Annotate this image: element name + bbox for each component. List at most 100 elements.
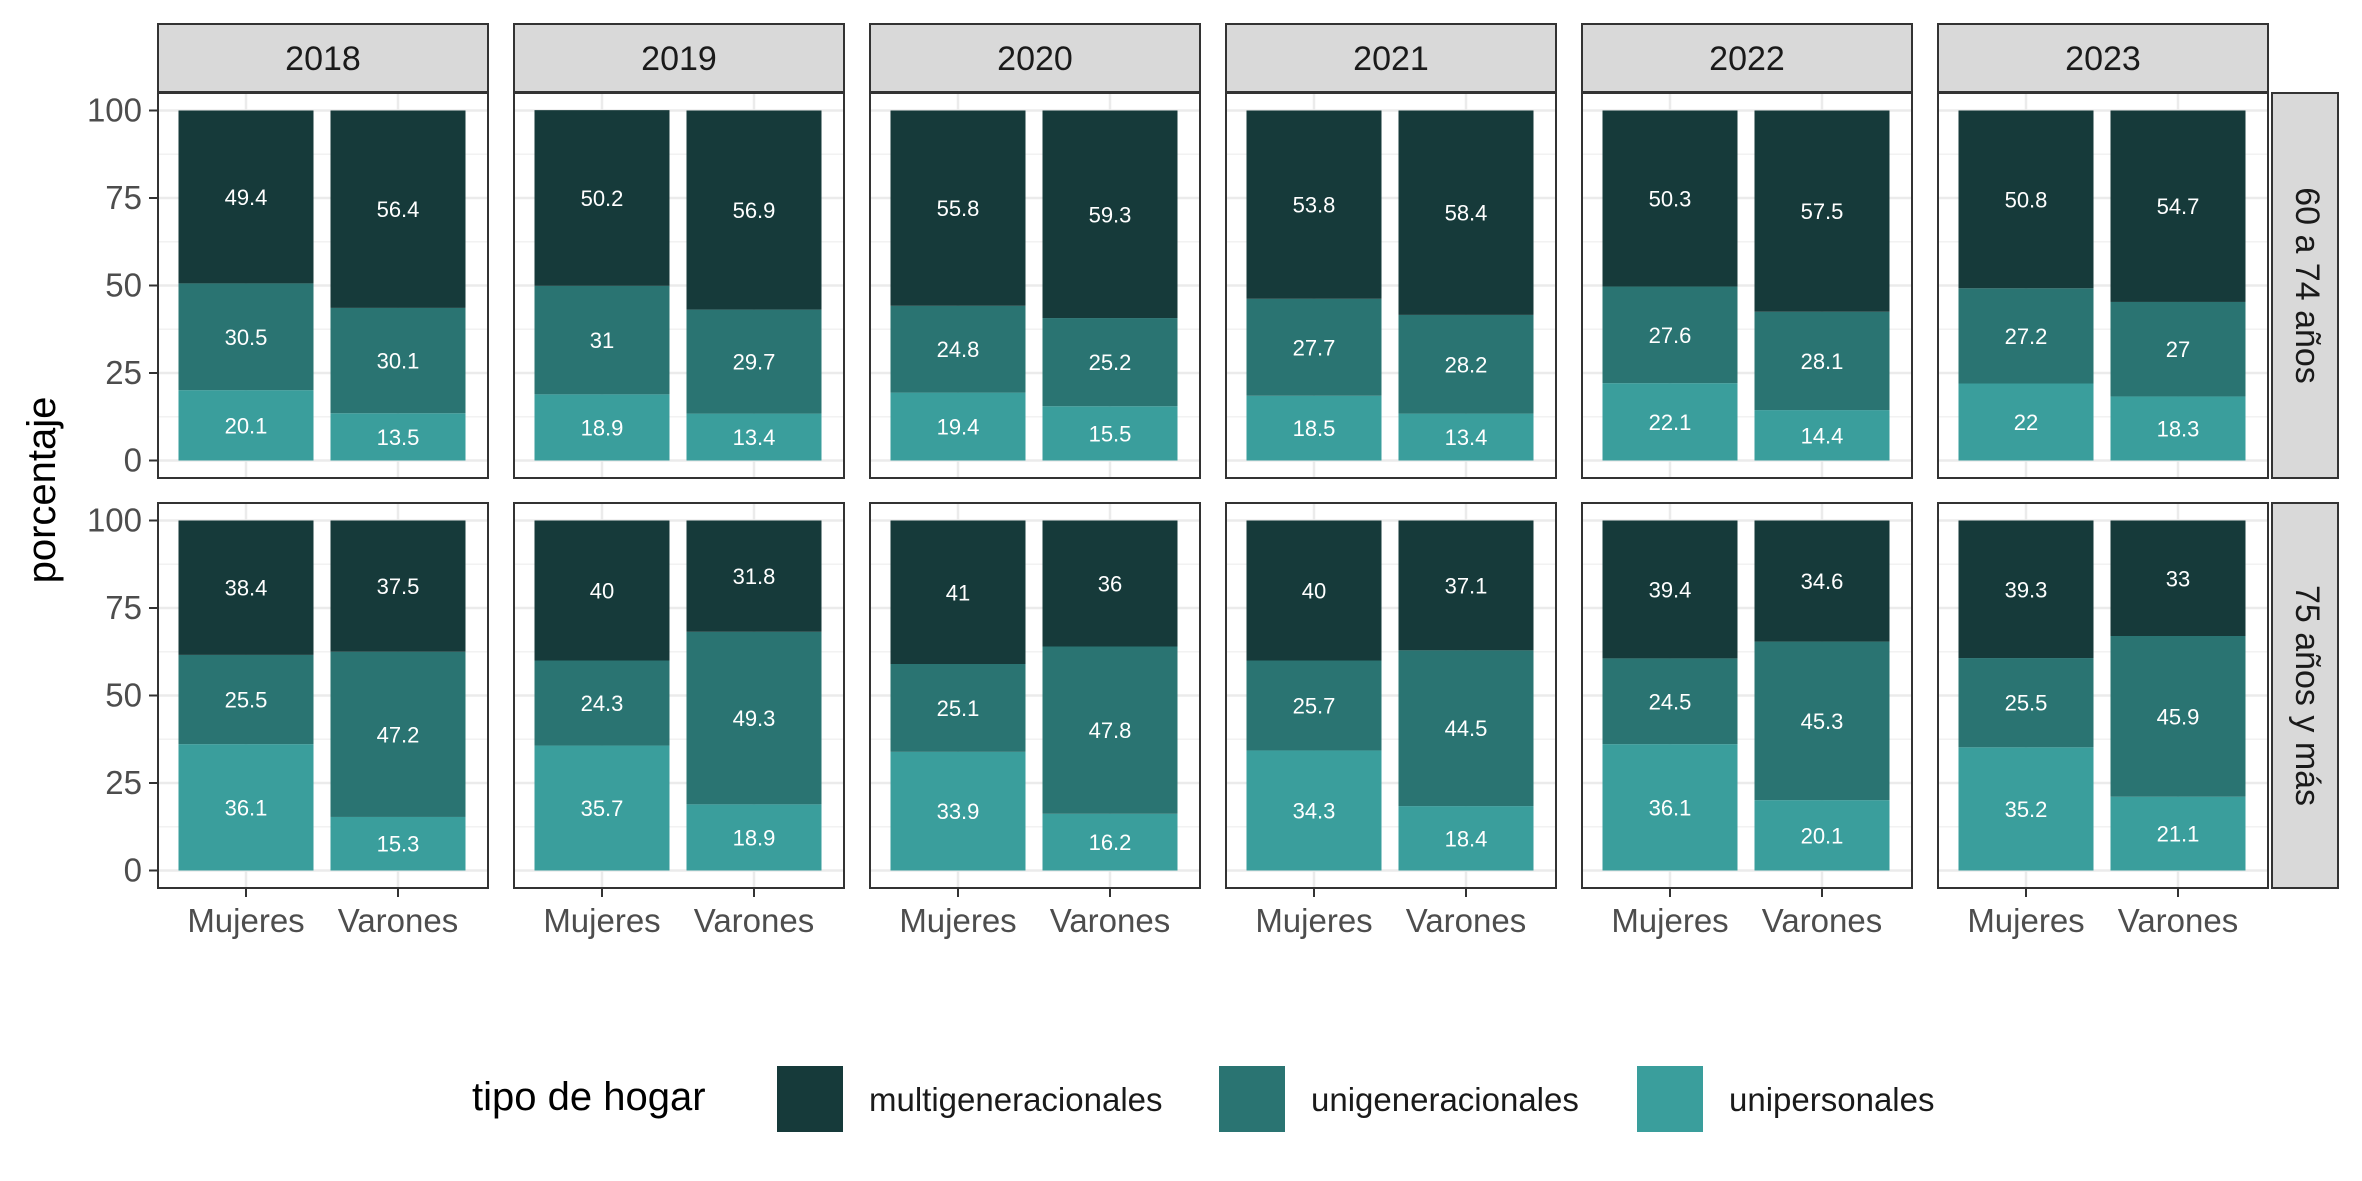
bar-segment-unipersonales xyxy=(890,392,1026,461)
x-tick-label-mujeres: Mujeres xyxy=(543,902,660,939)
data-label: 47.2 xyxy=(377,722,420,747)
data-label: 15.5 xyxy=(1089,421,1132,446)
bar-segment-multigeneracionales xyxy=(1958,110,2094,289)
data-label: 16.2 xyxy=(1089,830,1132,855)
bar-segment-unigeneracionales xyxy=(1246,298,1382,396)
bar-segment-unigeneracionales xyxy=(1246,660,1382,751)
bar-segment-unigeneracionales xyxy=(178,283,314,391)
data-label: 40 xyxy=(1302,579,1326,604)
facet-label-2023: 2023 xyxy=(2065,40,2141,78)
data-label: 53.8 xyxy=(1293,193,1336,218)
data-label: 36.1 xyxy=(225,795,268,820)
x-tick-label-mujeres: Mujeres xyxy=(1967,902,2084,939)
bar-segment-unigeneracionales xyxy=(1602,658,1738,745)
data-label: 39.3 xyxy=(2005,577,2048,602)
data-label: 27.6 xyxy=(1649,323,1692,348)
legend-title: tipo de hogar xyxy=(472,1075,706,1119)
facet-label-2020: 2020 xyxy=(997,40,1073,78)
bar-segment-unipersonales xyxy=(534,745,670,871)
bar-segment-multigeneracionales xyxy=(1602,110,1738,287)
data-label: 41 xyxy=(946,580,970,605)
data-label: 18.4 xyxy=(1445,826,1488,851)
bar-segment-unipersonales xyxy=(1246,750,1382,871)
y-tick-label: 50 xyxy=(105,267,142,304)
data-label: 22 xyxy=(2014,410,2038,435)
bar-segment-unigeneracionales xyxy=(686,309,822,414)
data-label: 59.3 xyxy=(1089,202,1132,227)
legend-label-multigeneracionales: multigeneracionales xyxy=(869,1081,1163,1118)
bar-segment-multigeneracionales xyxy=(1042,520,1178,647)
data-label: 55.8 xyxy=(937,196,980,221)
bar-segment-multigeneracionales xyxy=(1754,520,1890,642)
bar-segment-multigeneracionales xyxy=(330,110,466,308)
data-label: 18.9 xyxy=(581,415,624,440)
data-label: 33 xyxy=(2166,566,2190,591)
bar-segment-multigeneracionales xyxy=(330,520,466,652)
x-tick-label-varones: Varones xyxy=(2118,902,2238,939)
bar-segment-unipersonales xyxy=(1958,383,2094,461)
legend-label-unigeneracionales: unigeneracionales xyxy=(1311,1081,1579,1118)
data-label: 31.8 xyxy=(733,564,776,589)
y-tick-label: 75 xyxy=(105,179,142,216)
data-label: 58.4 xyxy=(1445,201,1488,226)
x-tick-label-varones: Varones xyxy=(1050,902,1170,939)
legend-key-unipersonales xyxy=(1637,1066,1703,1132)
data-label: 36 xyxy=(1098,572,1122,597)
data-label: 50.3 xyxy=(1649,187,1692,212)
bar-segment-unigeneracionales xyxy=(178,654,314,745)
data-label: 49.3 xyxy=(733,706,776,731)
data-label: 49.4 xyxy=(225,185,268,210)
data-label: 21.1 xyxy=(2157,822,2200,847)
bar-segment-multigeneracionales xyxy=(686,110,822,310)
y-tick-label: 75 xyxy=(105,589,142,626)
y-tick-label: 100 xyxy=(87,92,142,129)
data-label: 30.1 xyxy=(377,349,420,374)
facet-label-2021: 2021 xyxy=(1353,40,1429,78)
data-label: 20.1 xyxy=(1801,823,1844,848)
bar-segment-multigeneracionales xyxy=(534,520,670,661)
y-tick-label: 50 xyxy=(105,677,142,714)
bar-segment-unigeneracionales xyxy=(330,651,466,817)
bar-segment-multigeneracionales xyxy=(1398,520,1534,651)
data-label: 25.5 xyxy=(2005,691,2048,716)
data-label: 39.4 xyxy=(1649,577,1692,602)
facet-strip-60-a-74-anos xyxy=(2271,92,2339,479)
data-label: 25.2 xyxy=(1089,350,1132,375)
bar-segment-unigeneracionales xyxy=(2110,636,2246,797)
legend: tipo de hogar multigeneracionales unigene… xyxy=(472,1066,1934,1132)
data-label: 54.7 xyxy=(2157,194,2200,219)
data-label: 27.7 xyxy=(1293,335,1336,360)
x-tick-label-mujeres: Mujeres xyxy=(1255,902,1372,939)
facet-label-60-a-74-anos: 60 a 74 años xyxy=(2288,187,2326,384)
x-tick-label-varones: Varones xyxy=(1406,902,1526,939)
bar-segment-multigeneracionales xyxy=(1246,520,1382,661)
bar-segment-unipersonales xyxy=(1042,406,1178,461)
bar-segment-unipersonales xyxy=(686,804,822,871)
panel-border xyxy=(1937,502,2269,889)
panel-border xyxy=(513,502,845,889)
bar-segment-unigeneracionales xyxy=(890,664,1026,752)
bar-segment-unipersonales xyxy=(178,744,314,871)
data-label: 31 xyxy=(590,328,614,353)
bar-segment-unipersonales xyxy=(1754,800,1890,871)
x-tick-label-varones: Varones xyxy=(338,902,458,939)
bar-segment-unipersonales xyxy=(178,390,314,461)
data-label: 18.3 xyxy=(2157,416,2200,441)
facet-strip-75-anos-y-mas xyxy=(2271,502,2339,889)
bar-segment-multigeneracionales xyxy=(686,520,822,632)
bars-layer: 20.1 30.5 49.4 13.5 30.1 56.4 18.9 31 50.2 13.4 29… xyxy=(178,110,2246,871)
data-label: 25.7 xyxy=(1293,693,1336,718)
data-label: 24.5 xyxy=(1649,689,1692,714)
bar-segment-unipersonales xyxy=(2110,396,2246,461)
data-label: 35.2 xyxy=(2005,797,2048,822)
bar-segment-unigeneracionales xyxy=(1958,288,2094,384)
data-label: 50.8 xyxy=(2005,187,2048,212)
facet-label-2019: 2019 xyxy=(641,40,717,78)
data-label: 27 xyxy=(2166,337,2190,362)
data-label: 13.4 xyxy=(733,425,776,450)
bar-segment-unipersonales xyxy=(686,413,822,461)
data-label: 28.2 xyxy=(1445,352,1488,377)
x-tick-label-varones: Varones xyxy=(1762,902,1882,939)
data-label: 38.4 xyxy=(225,576,268,601)
bar-segment-unigeneracionales xyxy=(534,285,670,395)
